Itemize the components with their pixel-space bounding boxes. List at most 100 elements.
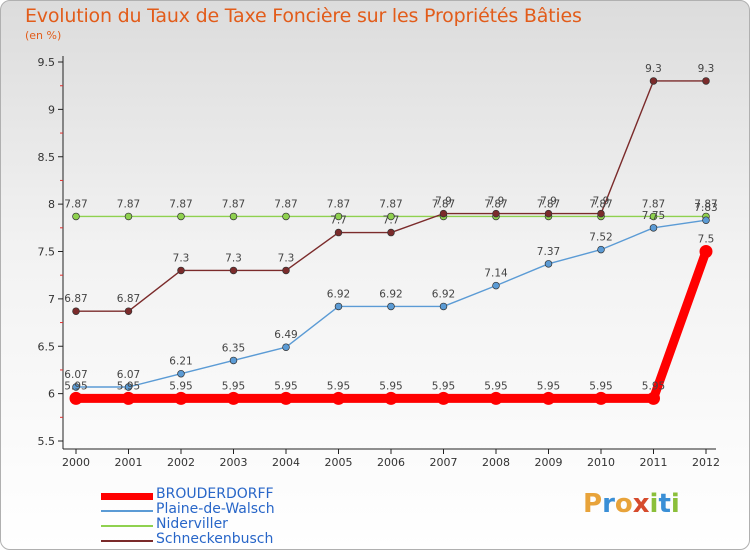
legend-swatch [101,493,153,500]
data-label: 7.3 [225,252,242,264]
data-point [597,209,605,218]
legend-label: Schneckenbusch [156,531,274,547]
data-label: 5.95 [274,380,297,392]
x-tick-label: 2010 [587,456,615,469]
data-label: 7.87 [222,198,245,210]
data-point [437,391,450,405]
data-label: 5.95 [327,380,350,392]
y-tick-label: 7.5 [38,246,56,259]
data-point [649,77,658,85]
data-point [387,212,395,221]
data-point [279,391,293,405]
data-point [387,302,395,311]
x-tick-label: 2000 [62,456,90,469]
x-tick-label: 2004 [272,456,300,469]
legend-label: BROUDERDORFF [156,486,274,502]
data-label: 6.49 [274,329,297,341]
data-point [702,216,710,224]
data-label: 7.5 [698,234,715,246]
data-label: 7.75 [642,210,665,222]
data-label: 7.87 [327,198,350,210]
data-point [699,245,713,258]
data-label: 7.9 [488,196,505,208]
y-tick-label: 8 [48,198,55,211]
data-label: 5.95 [484,380,507,392]
logo-letter: x [632,489,650,519]
data-label: 7.3 [173,252,190,264]
y-tick-label: 9.5 [38,56,56,69]
data-point [439,209,448,218]
data-point [72,383,80,391]
data-point [72,307,80,315]
data-label: 6.87 [117,293,140,305]
data-label: 5.95 [169,380,192,392]
data-point [492,281,500,290]
data-label: 5.95 [379,380,402,392]
data-label: 7.87 [589,198,612,210]
data-point [282,212,290,221]
data-point [177,212,185,221]
data-label: 5.95 [642,380,665,392]
x-tick-label: 2002 [167,456,195,469]
data-label: 7.83 [694,202,717,214]
data-point [177,369,185,378]
data-label: 5.95 [537,380,560,392]
data-point [489,391,503,405]
data-label: 7.87 [274,198,297,210]
data-label: 7.87 [379,198,402,210]
x-tick-label: 2011 [640,456,668,469]
data-label: 7.87 [432,198,455,210]
data-label: 6.35 [222,342,245,354]
data-label: 5.95 [117,380,140,392]
data-label: 7.52 [589,232,612,244]
x-tick-label: 2012 [692,456,720,469]
data-label: 7.87 [117,198,140,210]
series-line-schneckenbusch [75,80,707,312]
data-label: 6.21 [169,356,192,368]
data-label: 6.92 [432,288,455,300]
data-point [122,391,135,405]
data-point [387,228,395,237]
data-point [439,302,448,311]
x-tick-label: 2001 [115,456,143,469]
y-tick-label: 5.5 [38,435,56,448]
legend-label: Plaine-de-Walsch [156,501,275,517]
data-label: 6.07 [64,369,87,381]
x-tick-label: 2005 [325,456,353,469]
legend-swatch [101,510,153,512]
y-tick-label: 6 [48,388,55,401]
data-point [332,391,345,405]
data-label: 6.87 [64,293,87,305]
data-point [229,266,238,275]
data-point [702,77,710,85]
data-point [227,391,240,405]
y-tick-label: 8.5 [38,151,56,164]
data-label: 5.95 [64,380,87,392]
data-label: 7.9 [435,196,452,208]
data-point [334,302,343,311]
data-label: 7.87 [642,198,665,210]
data-point [384,391,398,405]
legend-swatch [101,525,153,527]
data-label: 7.9 [540,196,557,208]
x-tick-label: 2007 [430,456,458,469]
axes: 5.5 6 6.5 7 7.5 8 8.5 9 9.5 2000 2001 2002 2003 2004 2… [38,56,720,469]
data-label: 7.87 [169,198,192,210]
data-point [124,307,133,315]
data-point [647,391,660,405]
data-point [282,343,290,351]
data-point [229,356,238,365]
data-point [597,245,605,254]
data-labels: 7.87 7.87 7.87 7.87 7.87 7.87 7.87 7.87 7.87 7.87… [64,63,717,392]
logo-letter: i [670,489,680,519]
data-point [124,212,133,221]
legend-label: Niderviller [156,516,228,532]
data-point [174,391,188,405]
data-label: 6.92 [327,288,350,300]
data-point [124,383,133,391]
logo-letter: t [658,489,671,519]
data-point [334,212,343,221]
data-label: 7.7 [383,215,400,227]
